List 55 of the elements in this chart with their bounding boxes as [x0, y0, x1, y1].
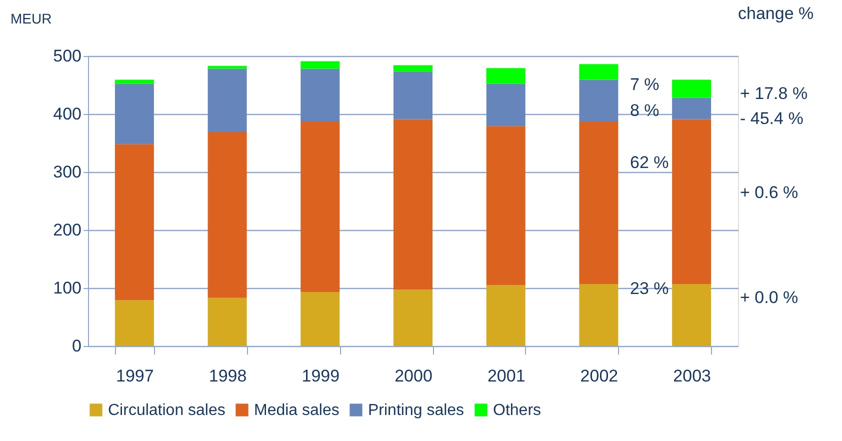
x-tick-label: 2000: [394, 366, 432, 386]
bar: [486, 126, 526, 286]
annotation: 8 %: [630, 101, 660, 120]
bar: [208, 298, 247, 346]
bar: [486, 68, 526, 84]
bar: [114, 80, 154, 84]
annotation: 7 %: [630, 75, 660, 94]
bar: [486, 84, 526, 126]
bar: [300, 122, 340, 292]
annotation: 62 %: [630, 153, 669, 172]
x-tick-label: 1998: [208, 366, 247, 386]
bar: [208, 132, 247, 298]
bar: [394, 119, 432, 290]
bar: [579, 64, 618, 80]
x-tick-label: 1999: [302, 366, 340, 386]
bar: [300, 61, 340, 69]
y-tick-label: 0: [72, 336, 82, 356]
y-axis-title: MEUR: [10, 10, 52, 26]
legend-label: Printing sales: [368, 402, 464, 419]
legend-label: Circulation sales: [108, 402, 226, 419]
bar: [300, 292, 340, 346]
text: - 45.4 %: [740, 109, 804, 128]
bar: [579, 284, 618, 346]
legend-label: Media sales: [254, 402, 340, 419]
y-tick-label: 500: [53, 46, 82, 66]
x-tick-label: 1997: [116, 366, 154, 386]
bar: [114, 300, 154, 346]
legend-label: Others: [493, 402, 542, 419]
x-tick-label: 2001: [487, 366, 526, 386]
text: + 0.6 %: [740, 183, 798, 202]
bar: [672, 284, 712, 346]
bar: [486, 285, 526, 346]
bar: [672, 119, 712, 284]
y-tick-label: 200: [53, 220, 82, 240]
bar: [300, 68, 340, 122]
annotation: 23 %: [630, 279, 669, 298]
bar: [394, 65, 432, 72]
y-tick-label: 400: [53, 104, 82, 124]
x-tick-label: 2003: [673, 366, 711, 386]
x-tick-label: 2002: [580, 366, 618, 386]
y-tick-label: 100: [53, 278, 82, 298]
bar: [579, 80, 618, 122]
text: + 0.0 %: [740, 288, 798, 307]
y-tick-label: 300: [53, 162, 82, 182]
bar: [394, 290, 432, 346]
bar: [672, 98, 712, 120]
bar: [394, 72, 432, 120]
bar: [208, 68, 247, 132]
bar: [208, 66, 247, 69]
bar: [114, 84, 154, 144]
bar: [672, 80, 712, 98]
text: change %: [738, 4, 814, 23]
bar: [114, 144, 154, 300]
text: + 17.8 %: [740, 84, 808, 103]
bar: [579, 122, 618, 284]
